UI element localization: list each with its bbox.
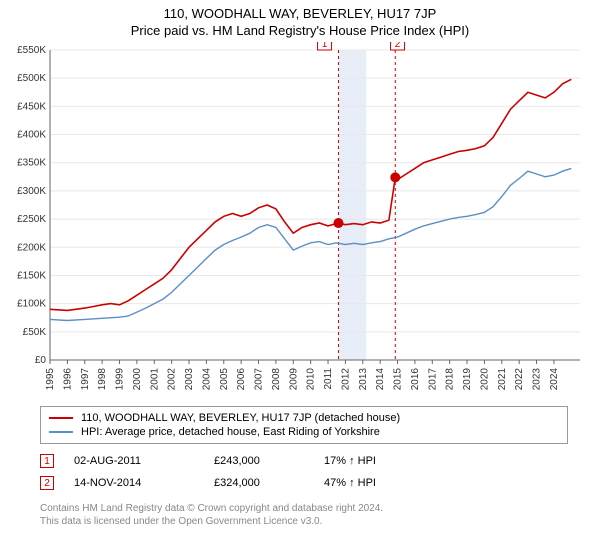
legend-label: HPI: Average price, detached house, East… — [81, 426, 380, 438]
svg-text:2015: 2015 — [393, 368, 404, 391]
legend-label: 110, WOODHALL WAY, BEVERLEY, HU17 7JP (d… — [81, 412, 400, 424]
svg-text:2024: 2024 — [549, 368, 560, 391]
svg-text:2016: 2016 — [410, 368, 421, 391]
svg-text:2008: 2008 — [271, 368, 282, 391]
svg-text:£450K: £450K — [17, 101, 46, 112]
svg-text:2023: 2023 — [532, 368, 543, 391]
svg-text:2003: 2003 — [184, 368, 195, 391]
svg-text:£100K: £100K — [17, 299, 46, 310]
legend: 110, WOODHALL WAY, BEVERLEY, HU17 7JP (d… — [40, 406, 568, 444]
sale-diff: 17% ↑ HPI — [324, 455, 444, 467]
chart-svg: £0 £50K £100K £150K £200K £250K £300K £350K £400… — [10, 42, 590, 400]
attribution-line2: This data is licensed under the Open Gov… — [40, 515, 568, 528]
svg-text:£0: £0 — [35, 355, 47, 366]
svg-text:£400K: £400K — [17, 130, 46, 141]
svg-text:£550K: £550K — [17, 45, 46, 56]
legend-swatch — [49, 431, 73, 433]
sale-price: £324,000 — [214, 477, 324, 489]
svg-text:2019: 2019 — [462, 368, 473, 391]
chart-subtitle: Price paid vs. HM Land Registry's House … — [0, 21, 600, 42]
svg-text:2002: 2002 — [167, 368, 178, 391]
svg-text:1996: 1996 — [62, 368, 73, 391]
svg-text:2011: 2011 — [323, 368, 334, 390]
sales-table: 1 02-AUG-2011£243,00017% ↑ HPI 2 14-NOV-201… — [40, 450, 568, 494]
legend-item: HPI: Average price, detached house, East… — [49, 425, 559, 439]
svg-text:2006: 2006 — [236, 368, 247, 391]
svg-text:2022: 2022 — [514, 368, 525, 391]
chart-area: £0 £50K £100K £150K £200K £250K £300K £350K £400… — [10, 42, 590, 400]
svg-text:£200K: £200K — [17, 242, 46, 253]
svg-text:2000: 2000 — [132, 368, 143, 391]
svg-text:1999: 1999 — [115, 368, 126, 391]
sale-date: 14-NOV-2014 — [74, 477, 214, 489]
sale-date: 02-AUG-2011 — [74, 455, 214, 467]
sale-row: 2 14-NOV-2014£324,00047% ↑ HPI — [40, 472, 568, 494]
svg-text:2005: 2005 — [219, 368, 230, 391]
svg-text:2020: 2020 — [479, 368, 490, 391]
svg-text:1998: 1998 — [97, 368, 108, 391]
svg-text:2017: 2017 — [427, 368, 438, 391]
legend-swatch — [49, 417, 73, 419]
svg-text:£150K: £150K — [17, 270, 46, 281]
svg-text:2009: 2009 — [288, 368, 299, 391]
svg-text:£300K: £300K — [17, 186, 46, 197]
svg-text:£350K: £350K — [17, 158, 46, 169]
svg-text:1995: 1995 — [45, 368, 56, 391]
svg-text:1: 1 — [322, 42, 328, 50]
attribution: Contains HM Land Registry data © Crown c… — [40, 502, 568, 528]
svg-text:£500K: £500K — [17, 73, 46, 84]
chart-title: 110, WOODHALL WAY, BEVERLEY, HU17 7JP — [0, 0, 600, 21]
svg-text:2021: 2021 — [497, 368, 508, 391]
svg-text:2013: 2013 — [358, 368, 369, 391]
sale-badge: 1 — [40, 454, 54, 468]
legend-item: 110, WOODHALL WAY, BEVERLEY, HU17 7JP (d… — [49, 411, 559, 425]
svg-text:2018: 2018 — [445, 368, 456, 391]
svg-text:2014: 2014 — [375, 368, 386, 391]
svg-text:2010: 2010 — [306, 368, 317, 391]
svg-text:2007: 2007 — [254, 368, 265, 391]
sale-diff: 47% ↑ HPI — [324, 477, 444, 489]
svg-text:£50K: £50K — [23, 327, 47, 338]
svg-text:£250K: £250K — [17, 214, 46, 225]
svg-text:1997: 1997 — [80, 368, 91, 391]
svg-text:2: 2 — [395, 42, 401, 50]
sale-row: 1 02-AUG-2011£243,00017% ↑ HPI — [40, 450, 568, 472]
svg-text:2012: 2012 — [340, 368, 351, 391]
sale-price: £243,000 — [214, 455, 324, 467]
attribution-line1: Contains HM Land Registry data © Crown c… — [40, 502, 568, 515]
svg-text:2004: 2004 — [201, 368, 212, 391]
sale-badge: 2 — [40, 476, 54, 490]
svg-text:2001: 2001 — [149, 368, 160, 391]
